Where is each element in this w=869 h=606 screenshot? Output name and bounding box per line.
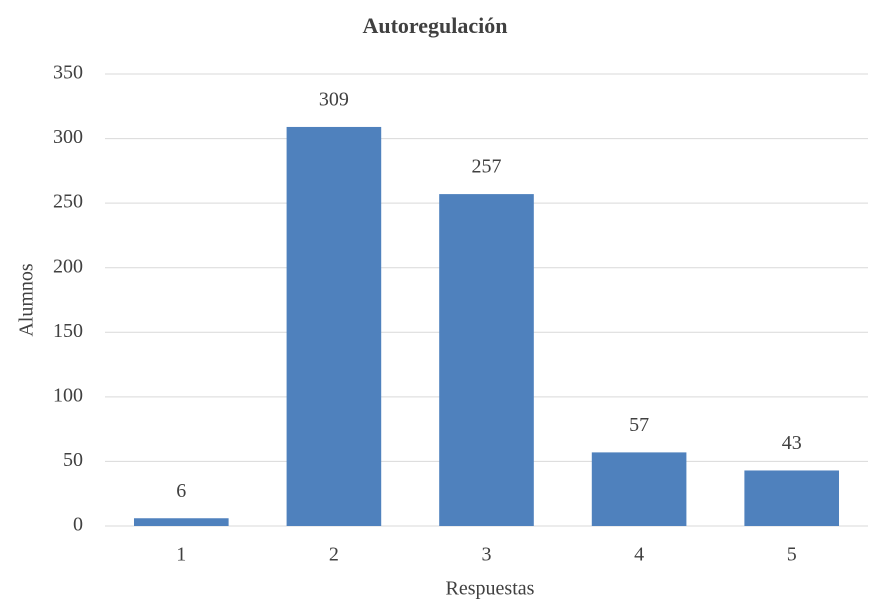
x-tick-label: 2 (329, 544, 339, 566)
y-tick-label: 300 (53, 126, 83, 148)
bar (744, 470, 840, 526)
data-label: 57 (629, 414, 649, 436)
x-tick-label: 5 (787, 544, 797, 566)
y-tick-label: 50 (63, 449, 83, 471)
y-tick-label: 250 (53, 191, 83, 213)
y-tick-label: 350 (53, 62, 83, 84)
y-tick-label: 100 (53, 384, 83, 406)
bar (591, 452, 687, 526)
y-tick-label: 200 (53, 255, 83, 277)
x-tick-label: 1 (176, 544, 186, 566)
bar (133, 518, 229, 526)
chart-title: Autoregulación (362, 13, 507, 38)
y-axis-label: Alumnos (16, 263, 38, 337)
bar (439, 194, 534, 527)
data-label: 309 (319, 89, 349, 111)
x-tick-label: 4 (634, 544, 644, 566)
data-label: 6 (176, 480, 186, 502)
y-tick-label: 150 (53, 320, 83, 342)
x-axis-label: Respuestas (446, 578, 535, 600)
data-label: 257 (472, 156, 502, 178)
x-tick-label: 3 (482, 544, 492, 566)
bar (286, 126, 382, 526)
data-label: 43 (782, 432, 802, 454)
y-tick-label: 0 (73, 514, 83, 536)
